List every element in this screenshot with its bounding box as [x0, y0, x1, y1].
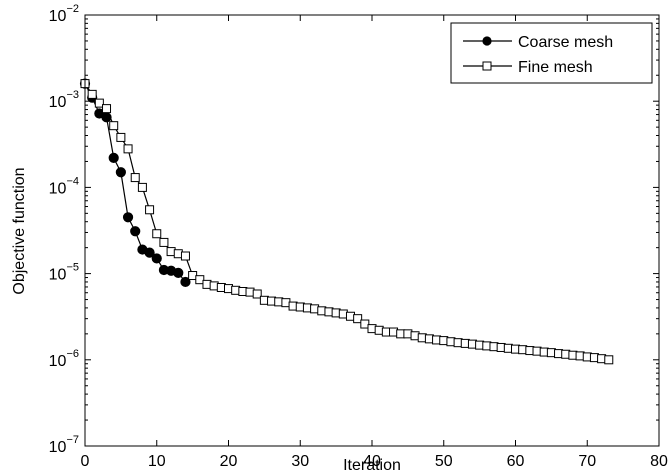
coarse-mesh-point — [115, 167, 126, 178]
y-tick-label: 10−5 — [49, 262, 79, 284]
coarse-mesh-point — [144, 247, 155, 258]
fine-mesh-point — [94, 98, 104, 108]
fine-mesh-point — [130, 173, 140, 183]
x-tick-label: 50 — [435, 453, 453, 470]
x-tick-label: 20 — [220, 453, 238, 470]
fine-mesh-point — [137, 182, 147, 192]
x-tick-label: 80 — [650, 453, 668, 470]
legend-fine-mesh-label: Fine mesh — [518, 59, 593, 76]
axes-layer: 0 10 20 30 40 50 60 70 80 10−7 10−6 10−5 10−4 10−3 10−… — [49, 3, 668, 470]
fine-mesh-point — [145, 205, 155, 215]
x-axis-title: Iteration — [343, 457, 401, 474]
fine-mesh-point — [159, 237, 169, 247]
plot-layer — [79, 78, 614, 365]
x-tick-label: 40 — [363, 453, 381, 470]
fine-mesh-point — [353, 314, 363, 324]
coarse-mesh-point — [173, 267, 184, 278]
fine-mesh-point — [604, 355, 614, 365]
y-tick-label: 10−3 — [49, 89, 79, 111]
y-tick-label: 10−2 — [49, 3, 79, 25]
legend-box — [450, 22, 653, 84]
y-tick-label: 10−7 — [49, 434, 79, 456]
legend: Coarse mesh Fine mesh — [450, 22, 653, 84]
legend-coarse-mesh-label: Coarse mesh — [518, 34, 613, 51]
fine-mesh-point — [180, 251, 190, 261]
x-tick-label: 10 — [148, 453, 166, 470]
y-tick-label: 10−6 — [49, 348, 79, 370]
coarse-mesh-point — [122, 212, 134, 223]
fine-mesh-point — [116, 132, 126, 142]
x-tick-label: 0 — [81, 453, 90, 470]
x-tick-label: 30 — [291, 453, 309, 470]
y-tick-label: 10−4 — [49, 175, 79, 197]
fine-mesh-point — [109, 121, 119, 131]
legend-coarse-mesh-marker — [482, 36, 492, 46]
fine-mesh-point — [152, 229, 162, 239]
fine-mesh-point — [252, 289, 262, 299]
fine-mesh-point — [102, 104, 112, 114]
fine-mesh-point — [360, 319, 370, 329]
coarse-mesh-point — [151, 253, 162, 264]
legend-fine-mesh-marker — [482, 61, 492, 71]
fine-mesh-point — [195, 275, 205, 285]
fine-mesh-point — [123, 144, 133, 154]
fine-mesh-point — [87, 89, 97, 99]
coarse-mesh-point — [180, 276, 191, 288]
x-tick-label: 70 — [578, 453, 596, 470]
x-tick-label: 60 — [507, 453, 525, 470]
coarse-mesh-point — [108, 152, 119, 163]
y-axis-title: Objective function — [11, 167, 28, 294]
coarse-mesh-point — [130, 226, 141, 237]
